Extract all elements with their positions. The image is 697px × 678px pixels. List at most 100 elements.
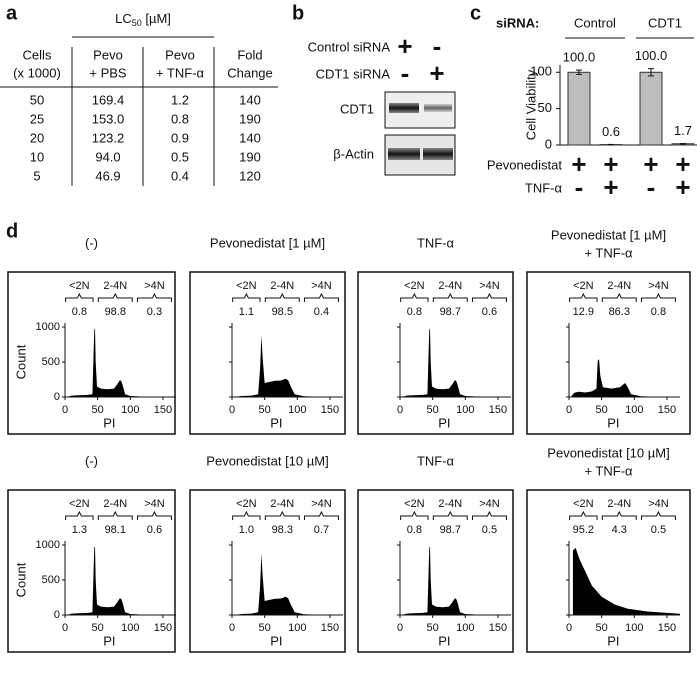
plot-frame <box>7 489 176 653</box>
x-tick-label: 150 <box>321 404 339 416</box>
plot-title: + TNF-α <box>584 245 633 260</box>
sign: - <box>647 172 656 202</box>
y-tick-label: 0 <box>54 391 60 403</box>
sign: + <box>397 31 412 61</box>
y-tick-label: 0 <box>54 609 60 621</box>
gate-label: <2N <box>573 498 594 510</box>
gate-percent: 1.1 <box>239 306 254 318</box>
value-label: 100.0 <box>635 48 668 63</box>
gate-bracket <box>264 510 300 520</box>
histogram <box>401 328 498 397</box>
table-cell: 0.5 <box>171 149 189 164</box>
x-tick-label: 150 <box>154 404 172 416</box>
plot-frame <box>7 271 176 435</box>
plot-title: (-) <box>85 235 98 250</box>
table-cell: 190 <box>239 111 261 126</box>
sign: - <box>575 172 584 202</box>
gate-label: >4N <box>479 498 500 510</box>
sign: + <box>675 149 690 179</box>
gate-percent: 0.5 <box>651 524 666 536</box>
plot-title: Pevonedistat [1 µM] <box>210 235 325 250</box>
table-cell: 46.9 <box>95 168 120 183</box>
panel-label: b <box>292 2 304 24</box>
group-label: CDT1 <box>648 15 682 30</box>
x-tick-label: 100 <box>456 404 474 416</box>
gate-bracket <box>601 510 637 520</box>
plot-title: TNF-α <box>417 453 455 468</box>
panel-label: d <box>6 220 18 242</box>
sign: + <box>603 149 618 179</box>
histogram <box>570 359 667 397</box>
gate-bracket <box>640 510 676 520</box>
table-cell: 120 <box>239 168 261 183</box>
plot-title: Pevonedistat [1 µM] <box>551 227 666 242</box>
table-cell: 0.8 <box>171 111 189 126</box>
gate-label: 2-4N <box>270 498 294 510</box>
gate-bracket <box>400 292 429 302</box>
gate-percent: 0.4 <box>314 306 329 318</box>
column-header: Fold <box>237 47 262 62</box>
bar <box>639 71 663 146</box>
histogram <box>233 553 330 615</box>
y-axis-label: Count <box>13 344 28 379</box>
gate-label: >4N <box>311 280 332 292</box>
gate-label: >4N <box>144 498 165 510</box>
gate-label: >4N <box>311 498 332 510</box>
table-cell: 140 <box>239 92 261 107</box>
header-sub: 50 <box>132 18 142 28</box>
y-tick-label: 100 <box>530 64 552 79</box>
sign: + <box>571 149 586 179</box>
gate-percent: 98.5 <box>272 306 293 318</box>
gate-percent: 0.8 <box>407 306 422 318</box>
gate-bracket <box>264 292 300 302</box>
gate-bracket <box>471 292 507 302</box>
y-axis-label: Cell Viability <box>523 69 538 140</box>
column-header: (x 1000) <box>13 65 61 80</box>
x-tick-label: 150 <box>658 622 676 634</box>
panel-label: c <box>470 2 481 24</box>
gate-percent: 98.8 <box>105 306 126 318</box>
table-cell: 5 <box>33 168 40 183</box>
gate-label: <2N <box>236 280 257 292</box>
gate-percent: 98.7 <box>440 524 461 536</box>
plot-frame <box>526 271 691 435</box>
gate-percent: 0.8 <box>72 306 87 318</box>
plot-frame <box>526 489 691 653</box>
value-label: 1.7 <box>674 123 692 138</box>
gate-label: <2N <box>404 498 425 510</box>
sign: + <box>429 58 444 88</box>
gate-bracket <box>136 510 172 520</box>
plot-title: + TNF-α <box>584 463 633 478</box>
x-axis-label: PI <box>103 415 115 430</box>
x-axis-label: PI <box>438 633 450 648</box>
gate-percent: 4.3 <box>612 524 627 536</box>
sign: + <box>603 172 618 202</box>
y-tick-label: 500 <box>42 356 60 368</box>
x-tick-label: 0 <box>397 622 403 634</box>
x-tick-label: 50 <box>427 404 439 416</box>
bar <box>567 71 591 146</box>
gate-label: 2-4N <box>607 280 631 292</box>
column-header: Change <box>227 65 273 80</box>
table-cell: 190 <box>239 149 261 164</box>
gate-bracket <box>232 510 261 520</box>
x-tick-label: 100 <box>121 404 139 416</box>
sirna-label: siRNA: <box>496 15 539 30</box>
x-tick-label: 0 <box>566 404 572 416</box>
x-tick-label: 100 <box>288 622 306 634</box>
gate-percent: 0.3 <box>147 306 162 318</box>
gate-bracket <box>65 292 94 302</box>
x-tick-label: 0 <box>566 622 572 634</box>
gate-percent: 86.3 <box>609 306 630 318</box>
gate-label: 2-4N <box>438 498 462 510</box>
error-bar <box>576 69 582 75</box>
value-label: 100.0 <box>563 50 596 65</box>
gate-label: <2N <box>69 280 90 292</box>
table-cell: 1.2 <box>171 92 189 107</box>
sign: - <box>401 58 410 88</box>
x-tick-label: 150 <box>658 404 676 416</box>
x-tick-label: 50 <box>259 622 271 634</box>
x-axis-label: PI <box>103 633 115 648</box>
gate-label: >4N <box>479 280 500 292</box>
plot-title: Pevonedistat [10 µM] <box>547 445 669 460</box>
